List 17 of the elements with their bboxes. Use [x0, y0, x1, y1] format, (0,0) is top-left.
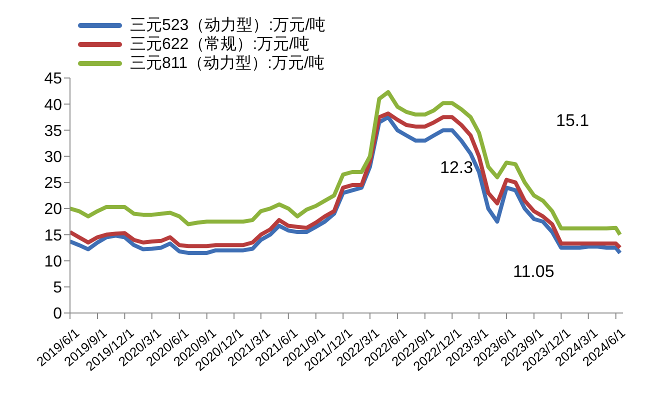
y-tick-label: 45	[44, 70, 62, 88]
legend-label: 三元622（常规）:万元/吨	[130, 35, 310, 54]
legend-label: 三元523（动力型）:万元/吨	[130, 16, 326, 35]
y-tick-label: 35	[44, 122, 62, 140]
y-tick-label: 0	[53, 306, 62, 323]
y-tick-label: 15	[44, 227, 62, 244]
annotation: 11.05	[513, 262, 554, 282]
annotation: 15.1	[556, 111, 590, 131]
line-series	[70, 90, 622, 237]
y-tick-label: 30	[44, 149, 62, 166]
y-tick-label: 40	[44, 96, 62, 114]
annotation: 12.3	[440, 158, 474, 178]
y-tick-label: 5	[53, 280, 62, 297]
y-tick-label: 25	[44, 175, 62, 192]
y-tick-label: 20	[44, 201, 62, 218]
y-tick-label: 10	[44, 253, 62, 270]
legend-label: 三元811（动力型）:万元/吨	[130, 54, 324, 73]
